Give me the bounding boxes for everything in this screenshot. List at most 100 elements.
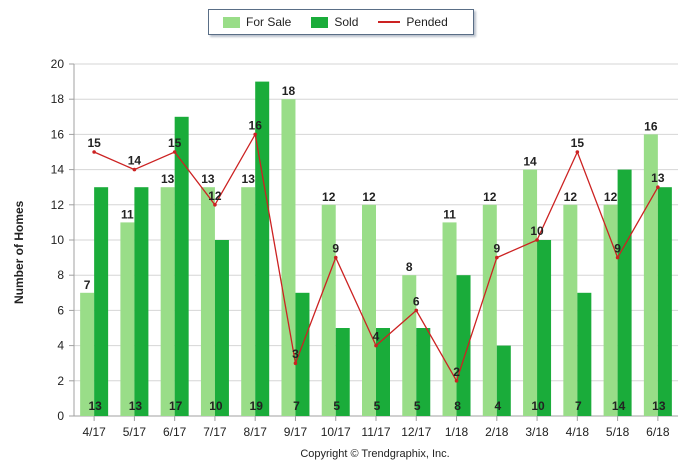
data-label-pended: 2 xyxy=(453,365,460,379)
legend-item-pended: Pended xyxy=(378,15,448,29)
y-tick-label: 14 xyxy=(51,163,65,177)
data-label-pended: 12 xyxy=(208,189,222,203)
pended-point xyxy=(132,167,137,172)
data-label-for-sale: 12 xyxy=(483,190,497,204)
bar-for-sale xyxy=(563,204,578,416)
pended-point xyxy=(333,255,338,260)
data-label-pended: 4 xyxy=(373,330,380,344)
data-label-for-sale: 12 xyxy=(564,190,578,204)
bar-sold xyxy=(376,328,390,416)
x-tick-label: 10/17 xyxy=(321,425,351,439)
data-label-for-sale: 12 xyxy=(322,190,336,204)
data-label-sold: 13 xyxy=(88,399,102,413)
data-label-pended: 3 xyxy=(292,347,299,361)
x-tick-label: 8/17 xyxy=(244,425,268,439)
bar-for-sale xyxy=(482,204,497,416)
pended-point xyxy=(454,379,459,383)
data-label-sold: 7 xyxy=(293,399,300,413)
data-label-sold: 4 xyxy=(494,399,501,413)
y-axis-label: Number of Homes xyxy=(12,200,26,304)
data-label-sold: 5 xyxy=(374,399,381,413)
data-label-for-sale: 11 xyxy=(121,207,134,221)
pended-point xyxy=(293,361,298,366)
y-tick-label: 12 xyxy=(51,198,65,212)
bar-for-sale xyxy=(281,99,296,416)
bar-for-sale xyxy=(603,204,618,416)
x-tick-label: 3/18 xyxy=(525,425,549,439)
pended-point xyxy=(656,185,660,189)
data-label-for-sale: 12 xyxy=(604,190,618,204)
bar-sold xyxy=(295,292,310,416)
data-label-pended: 15 xyxy=(168,136,182,150)
bar-sold xyxy=(94,187,109,416)
data-label-sold: 8 xyxy=(454,399,461,413)
data-label-pended: 6 xyxy=(413,294,420,308)
data-label-for-sale: 13 xyxy=(242,172,256,186)
pended-point xyxy=(213,203,217,207)
data-label-sold: 7 xyxy=(575,399,582,413)
bar-for-sale xyxy=(321,204,336,416)
bar-for-sale xyxy=(402,275,417,416)
y-tick-label: 2 xyxy=(57,374,64,388)
bar-sold xyxy=(416,328,431,416)
x-tick-label: 5/18 xyxy=(606,425,630,439)
pended-point xyxy=(414,308,419,313)
data-label-for-sale: 8 xyxy=(406,260,413,274)
x-tick-label: 6/17 xyxy=(163,425,187,439)
data-label-pended: 13 xyxy=(651,171,665,185)
bar-sold xyxy=(657,187,672,416)
bar-sold xyxy=(577,292,592,416)
y-tick-label: 20 xyxy=(51,57,65,71)
x-tick-label: 1/18 xyxy=(445,425,469,439)
data-label-sold: 10 xyxy=(531,399,545,413)
x-tick-label: 2/18 xyxy=(485,425,509,439)
y-tick-label: 8 xyxy=(57,268,64,282)
legend-item-sold: Sold xyxy=(311,15,358,29)
legend-item-for-sale: For Sale xyxy=(223,15,291,29)
data-label-for-sale: 16 xyxy=(644,119,658,133)
bar-for-sale xyxy=(120,222,135,416)
pended-point xyxy=(615,255,620,260)
y-tick-label: 0 xyxy=(57,409,64,423)
pended-point xyxy=(253,132,257,137)
data-label-for-sale: 13 xyxy=(201,172,215,186)
data-label-for-sale: 13 xyxy=(161,172,175,186)
data-label-for-sale: 7 xyxy=(84,278,91,292)
bar-sold xyxy=(255,81,270,416)
legend-swatch-for-sale xyxy=(223,16,240,28)
bar-sold xyxy=(617,169,632,416)
bar-sold xyxy=(537,240,552,416)
data-label-pended: 14 xyxy=(128,154,142,168)
pended-point xyxy=(374,343,378,348)
data-label-pended: 9 xyxy=(332,242,339,256)
data-label-sold: 19 xyxy=(250,399,264,413)
pended-point xyxy=(535,238,539,242)
pended-point xyxy=(575,150,580,154)
data-label-sold: 5 xyxy=(333,399,340,413)
x-tick-label: 12/17 xyxy=(401,425,431,439)
chart-legend: For Sale Sold Pended xyxy=(208,9,474,35)
bar-sold xyxy=(174,116,189,417)
pended-point xyxy=(172,150,177,154)
bar-for-sale xyxy=(200,187,215,416)
legend-swatch-sold xyxy=(311,16,329,28)
y-tick-label: 16 xyxy=(51,127,65,141)
data-label-for-sale: 18 xyxy=(282,84,296,98)
data-label-for-sale: 11 xyxy=(443,207,456,221)
data-label-pended: 15 xyxy=(87,136,101,150)
data-label-sold: 13 xyxy=(129,399,143,413)
data-label-pended: 16 xyxy=(249,118,263,132)
data-label-for-sale: 12 xyxy=(362,190,376,204)
data-label-pended: 9 xyxy=(614,242,621,256)
data-label-for-sale: 14 xyxy=(523,155,537,169)
data-label-sold: 17 xyxy=(169,399,183,413)
copyright: Copyright © Trendgraphix, Inc. xyxy=(300,448,450,460)
bar-sold xyxy=(456,275,471,416)
data-label-sold: 14 xyxy=(612,399,626,413)
bar-for-sale xyxy=(241,187,256,416)
legend-line-pended xyxy=(378,21,401,23)
x-tick-label: 11/17 xyxy=(361,425,390,439)
data-label-pended: 15 xyxy=(571,136,585,150)
x-tick-label: 4/18 xyxy=(566,425,590,439)
